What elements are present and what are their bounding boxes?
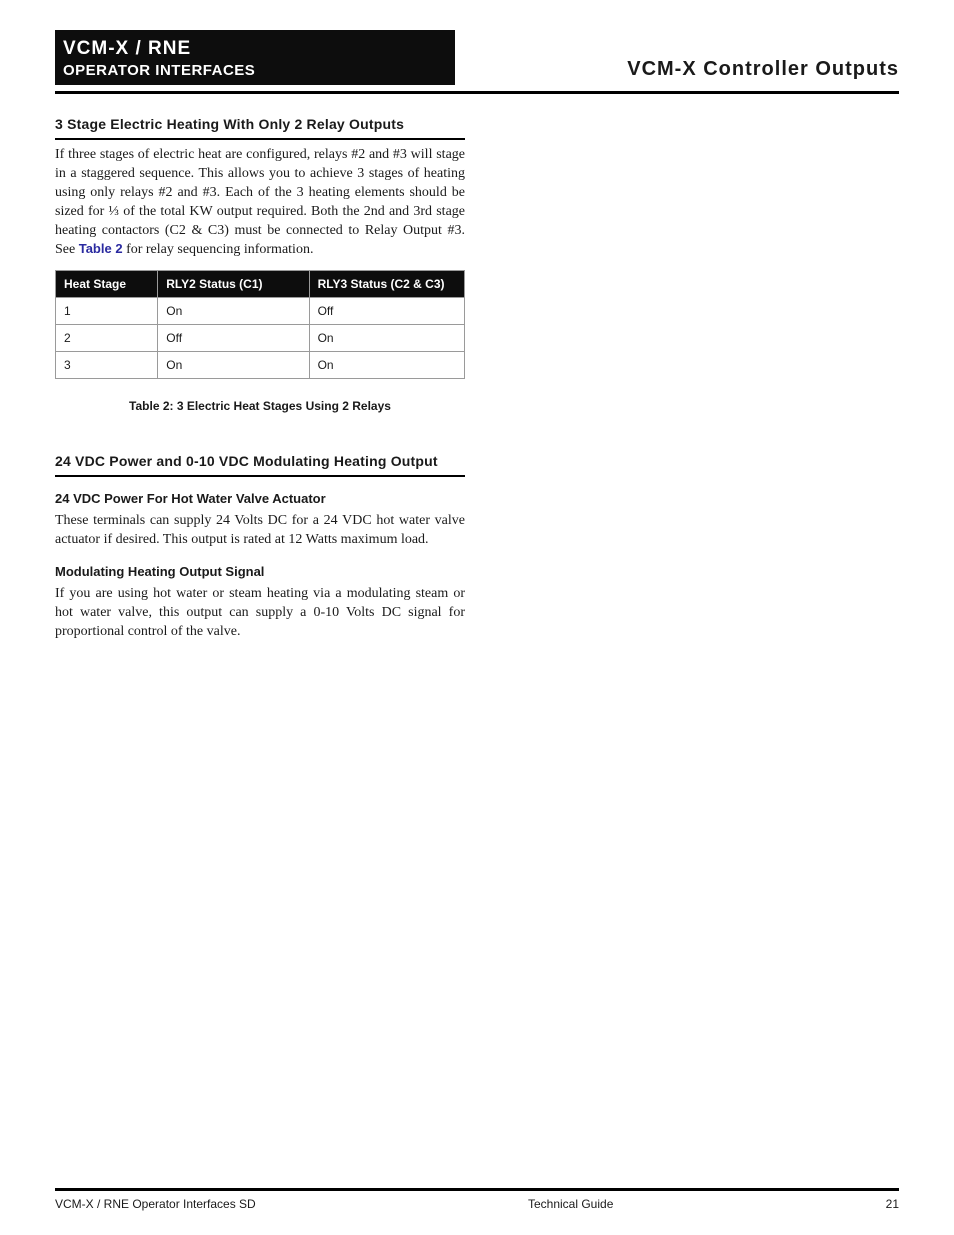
relay-col-2: RLY3 Status (C2 & C3) <box>309 271 464 298</box>
section2-sub1-body: These terminals can supply 24 Volts DC f… <box>55 512 465 550</box>
content-columns: 3 Stage Electric Heating With Only 2 Rel… <box>55 106 899 652</box>
cell: Off <box>309 298 464 325</box>
section1-heading: 3 Stage Electric Heating With Only 2 Rel… <box>55 116 465 132</box>
masthead-right-title: VCM-X Controller Outputs <box>455 58 899 85</box>
footer: VCM-X / RNE Operator Interfaces SD Techn… <box>55 1188 899 1211</box>
section1-rule <box>55 138 465 140</box>
section2-heading: 24 VDC Power and 0-10 VDC Modulating Hea… <box>55 453 465 469</box>
relay-table-caption: Table 2: 3 Electric Heat Stages Using 2 … <box>55 399 465 413</box>
section1-paragraph-tail: for relay sequencing information. <box>126 242 313 257</box>
section1-paragraph: If three stages of electric heat are con… <box>55 146 465 260</box>
relay-col-1: RLY2 Status (C1) <box>158 271 309 298</box>
footer-center: Technical Guide <box>256 1197 886 1211</box>
masthead: VCM-X / RNE OPERATOR INTERFACES VCM-X Co… <box>55 30 899 85</box>
section2-rule <box>55 475 465 477</box>
table-row: 1 On Off <box>56 298 465 325</box>
relay-table-head: Heat Stage RLY2 Status (C1) RLY3 Status … <box>56 271 465 298</box>
cell: 3 <box>56 352 158 379</box>
cell: 1 <box>56 298 158 325</box>
masthead-line1: VCM-X / RNE <box>63 38 437 60</box>
spacer <box>55 415 465 443</box>
page: VCM-X / RNE OPERATOR INTERFACES VCM-X Co… <box>0 0 954 1235</box>
section2-sub2-body: If you are using hot water or steam heat… <box>55 585 465 642</box>
masthead-line2: OPERATOR INTERFACES <box>63 62 437 79</box>
footer-row: VCM-X / RNE Operator Interfaces SD Techn… <box>55 1197 899 1211</box>
footer-left: VCM-X / RNE Operator Interfaces SD <box>55 1197 256 1211</box>
footer-right: 21 <box>886 1197 899 1211</box>
relay-table: Heat Stage RLY2 Status (C1) RLY3 Status … <box>55 270 465 379</box>
table-row: 2 Off On <box>56 325 465 352</box>
right-column <box>499 106 899 652</box>
cell: On <box>309 325 464 352</box>
cell: On <box>158 352 309 379</box>
table2-link[interactable]: Table 2 <box>79 241 123 256</box>
cell: On <box>158 298 309 325</box>
cell: On <box>309 352 464 379</box>
section2-sub2-title: Modulating Heating Output Signal <box>55 564 465 579</box>
relay-col-0: Heat Stage <box>56 271 158 298</box>
section2-sub1-title: 24 VDC Power For Hot Water Valve Actuato… <box>55 491 465 506</box>
left-column: 3 Stage Electric Heating With Only 2 Rel… <box>55 106 465 652</box>
relay-table-body: 1 On Off 2 Off On 3 On On <box>56 298 465 379</box>
cell: 2 <box>56 325 158 352</box>
top-rule <box>55 91 899 94</box>
table-row: 3 On On <box>56 352 465 379</box>
footer-rule <box>55 1188 899 1191</box>
cell: Off <box>158 325 309 352</box>
masthead-black-block: VCM-X / RNE OPERATOR INTERFACES <box>55 30 455 85</box>
